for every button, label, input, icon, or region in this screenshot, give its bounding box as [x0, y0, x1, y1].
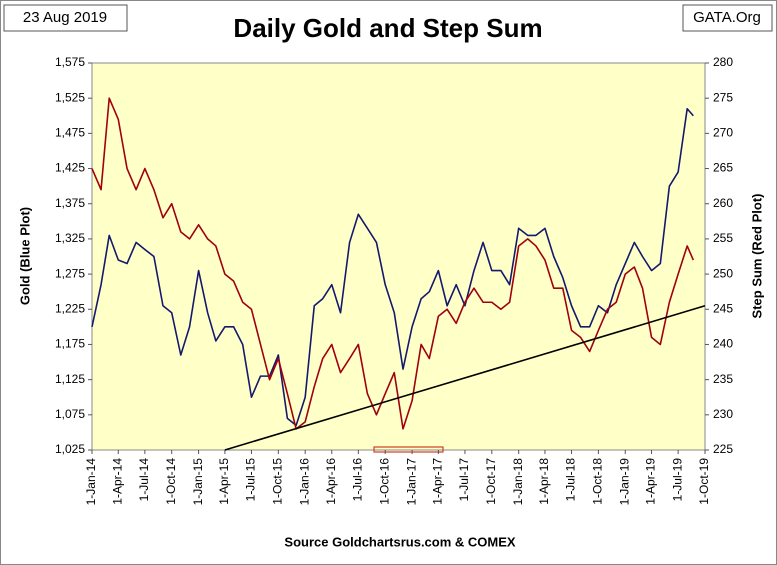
y-tick-label: 1,225	[55, 301, 85, 315]
x-tick-label: 1-Jul-18	[564, 458, 578, 502]
x-tick-label: 1-Jul-19	[670, 458, 684, 502]
x-tick-label: 1-Jul-16	[351, 458, 365, 502]
y-tick-label: 1,325	[55, 231, 85, 245]
y-tick-label: 1,175	[55, 337, 85, 351]
footer: Source Goldchartsrus.com & COMEX	[284, 534, 515, 549]
y-tick-label: 1,475	[55, 126, 85, 140]
x-tick-label: 1-Jan-17	[404, 458, 418, 506]
trend-line	[224, 304, 706, 451]
x-tick-label: 1-Oct-18	[591, 458, 605, 505]
y-tick-label: 1,125	[55, 372, 85, 386]
x-tick-label: 1-Apr-16	[324, 458, 338, 505]
y-tick-label: 1,525	[55, 90, 85, 104]
y2-tick-label: 230	[713, 407, 733, 421]
y-axis-label: Gold (Blue Plot)	[17, 207, 32, 305]
y2-tick-label: 280	[713, 55, 733, 69]
y2-tick-label: 245	[713, 301, 733, 315]
y2-tick-label: 265	[713, 161, 733, 175]
chart-title: Daily Gold and Step Sum	[233, 13, 542, 43]
series-line	[91, 107, 694, 427]
y-tick-label: 1,375	[55, 196, 85, 210]
y-tick-label: 1,575	[55, 55, 85, 69]
y2-axis-label: Step Sum (Red Plot)	[749, 194, 764, 319]
y-tick-label: 1,075	[55, 407, 85, 421]
x-tick-label: 1-Apr-14	[110, 458, 124, 505]
x-tick-label: 1-Jan-15	[191, 458, 205, 506]
y-tick-label: 1,025	[55, 442, 85, 456]
date-box	[3, 4, 128, 32]
x-tick-label: 1-Apr-19	[644, 458, 658, 505]
x-tick-label: 1-Apr-15	[217, 458, 231, 505]
x-tick-label: 1-Jan-16	[297, 458, 311, 506]
x-tick-label: 1-Jan-19	[617, 458, 631, 506]
date: 23 Aug 2019	[23, 9, 107, 26]
x-tick-label: 1-Apr-17	[431, 458, 445, 505]
y2-tick-label: 270	[713, 126, 733, 140]
y2-tick-label: 240	[713, 337, 733, 351]
y-tick-label: 1,275	[55, 266, 85, 280]
highlight-box	[373, 446, 444, 453]
y2-tick-label: 250	[713, 266, 733, 280]
x-tick-label: 1-Jul-15	[244, 458, 258, 502]
y2-tick-label: 225	[713, 442, 733, 456]
x-tick-label: 1-Jul-14	[137, 458, 151, 502]
y2-tick-label: 275	[713, 90, 733, 104]
x-tick-label: 1-Jan-14	[84, 458, 98, 506]
series-line	[91, 97, 695, 430]
x-tick-label: 1-Oct-15	[270, 458, 284, 505]
x-tick-label: 1-Oct-17	[484, 458, 498, 505]
x-tick-label: 1-Oct-14	[164, 458, 178, 505]
y2-tick-label: 260	[713, 196, 733, 210]
plot-area	[91, 62, 706, 451]
x-tick-label: 1-Oct-16	[377, 458, 391, 505]
tag-box	[682, 4, 773, 32]
y-tick-label: 1,425	[55, 161, 85, 175]
x-tick-label: 1-Jul-17	[457, 458, 471, 502]
y2-tick-label: 235	[713, 372, 733, 386]
source-tag: GATA.Org	[693, 9, 761, 26]
y2-tick-label: 255	[713, 231, 733, 245]
x-tick-label: 1-Jan-18	[511, 458, 525, 506]
x-tick-label: 1-Oct-19	[697, 458, 711, 505]
x-tick-label: 1-Apr-18	[537, 458, 551, 505]
